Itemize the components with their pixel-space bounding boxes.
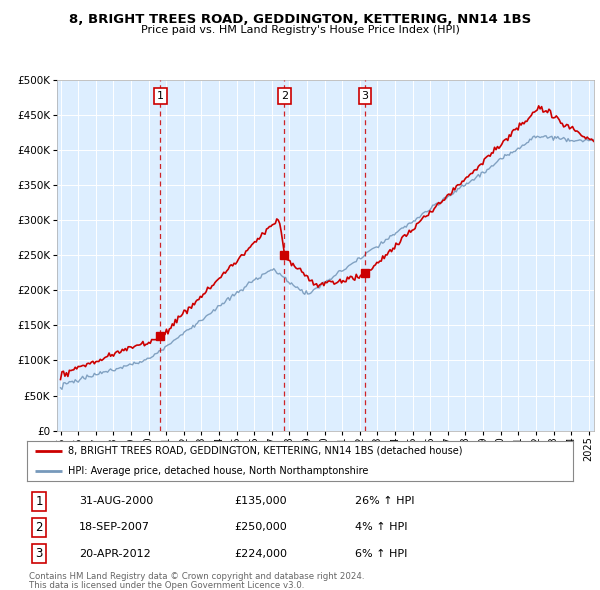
- Text: £250,000: £250,000: [235, 522, 287, 532]
- Text: 1: 1: [35, 494, 43, 507]
- Text: 2: 2: [281, 91, 288, 101]
- Text: £135,000: £135,000: [235, 496, 287, 506]
- Text: 26% ↑ HPI: 26% ↑ HPI: [355, 496, 414, 506]
- Text: This data is licensed under the Open Government Licence v3.0.: This data is licensed under the Open Gov…: [29, 581, 304, 589]
- Text: 3: 3: [35, 547, 43, 560]
- Text: 6% ↑ HPI: 6% ↑ HPI: [355, 549, 407, 559]
- Text: Price paid vs. HM Land Registry's House Price Index (HPI): Price paid vs. HM Land Registry's House …: [140, 25, 460, 35]
- Text: HPI: Average price, detached house, North Northamptonshire: HPI: Average price, detached house, Nort…: [68, 466, 368, 476]
- Text: 18-SEP-2007: 18-SEP-2007: [79, 522, 150, 532]
- Text: 1: 1: [157, 91, 164, 101]
- Text: 4% ↑ HPI: 4% ↑ HPI: [355, 522, 407, 532]
- Text: 31-AUG-2000: 31-AUG-2000: [79, 496, 153, 506]
- Text: Contains HM Land Registry data © Crown copyright and database right 2024.: Contains HM Land Registry data © Crown c…: [29, 572, 364, 581]
- Text: 20-APR-2012: 20-APR-2012: [79, 549, 151, 559]
- Text: 8, BRIGHT TREES ROAD, GEDDINGTON, KETTERING, NN14 1BS: 8, BRIGHT TREES ROAD, GEDDINGTON, KETTER…: [69, 13, 531, 26]
- Text: £224,000: £224,000: [235, 549, 287, 559]
- Text: 8, BRIGHT TREES ROAD, GEDDINGTON, KETTERING, NN14 1BS (detached house): 8, BRIGHT TREES ROAD, GEDDINGTON, KETTER…: [68, 446, 463, 455]
- Text: 3: 3: [362, 91, 368, 101]
- Text: 2: 2: [35, 521, 43, 534]
